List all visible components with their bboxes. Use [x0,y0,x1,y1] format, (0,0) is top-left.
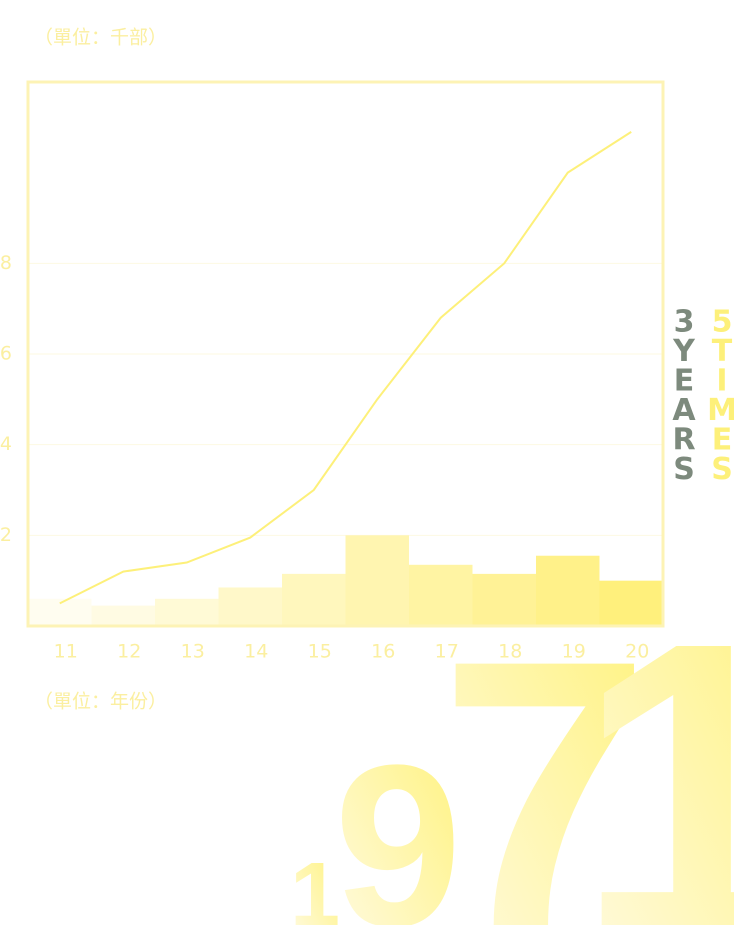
side-letter: R [672,423,695,458]
y-tick-label: 4 [0,433,12,455]
side-letter: Y [672,334,696,369]
unit-label: （單位：千部） [34,27,167,49]
side-letter: E [674,364,695,399]
y-tick-label: 2 [0,524,12,546]
side-letter: M [707,393,734,428]
side-letter: I [716,364,727,399]
side-letter: T [712,334,733,369]
bar [409,564,473,626]
x-tick-label: 14 [244,641,268,663]
decor-digit: 1 [575,556,734,925]
decor-digit: 7 [439,581,650,925]
bar [282,573,346,626]
x-tick-label: 12 [117,641,141,663]
x-tick-label: 13 [181,641,205,663]
bar [599,580,663,626]
x-tick-label: 19 [562,641,586,663]
side-letter: S [673,452,695,487]
side-letter: 5 [712,305,733,340]
bar [155,598,219,626]
decor-digit: 1 [290,845,340,925]
line [59,131,632,605]
x-tick-label: 15 [308,641,332,663]
x-tick-label: 16 [371,641,395,663]
bar [472,573,536,626]
bar [218,587,282,626]
y-tick-label: 8 [0,252,12,274]
side-letter: E [712,423,733,458]
bar [536,555,600,626]
plot-frame [26,80,665,628]
bar [91,605,155,626]
bar [345,535,409,626]
side-letter: S [711,452,733,487]
decor-digit: 9 [334,717,462,925]
side-letter: 3 [674,305,695,340]
x-tick-label: 20 [625,641,649,663]
x-tick-label: 11 [54,641,78,663]
x-tick-label: 18 [498,641,522,663]
y-tick-label: 6 [0,343,12,365]
x-tick-label: 17 [435,641,459,663]
unit-label: （單位：年份） [34,691,167,713]
side-letter: A [672,393,696,428]
